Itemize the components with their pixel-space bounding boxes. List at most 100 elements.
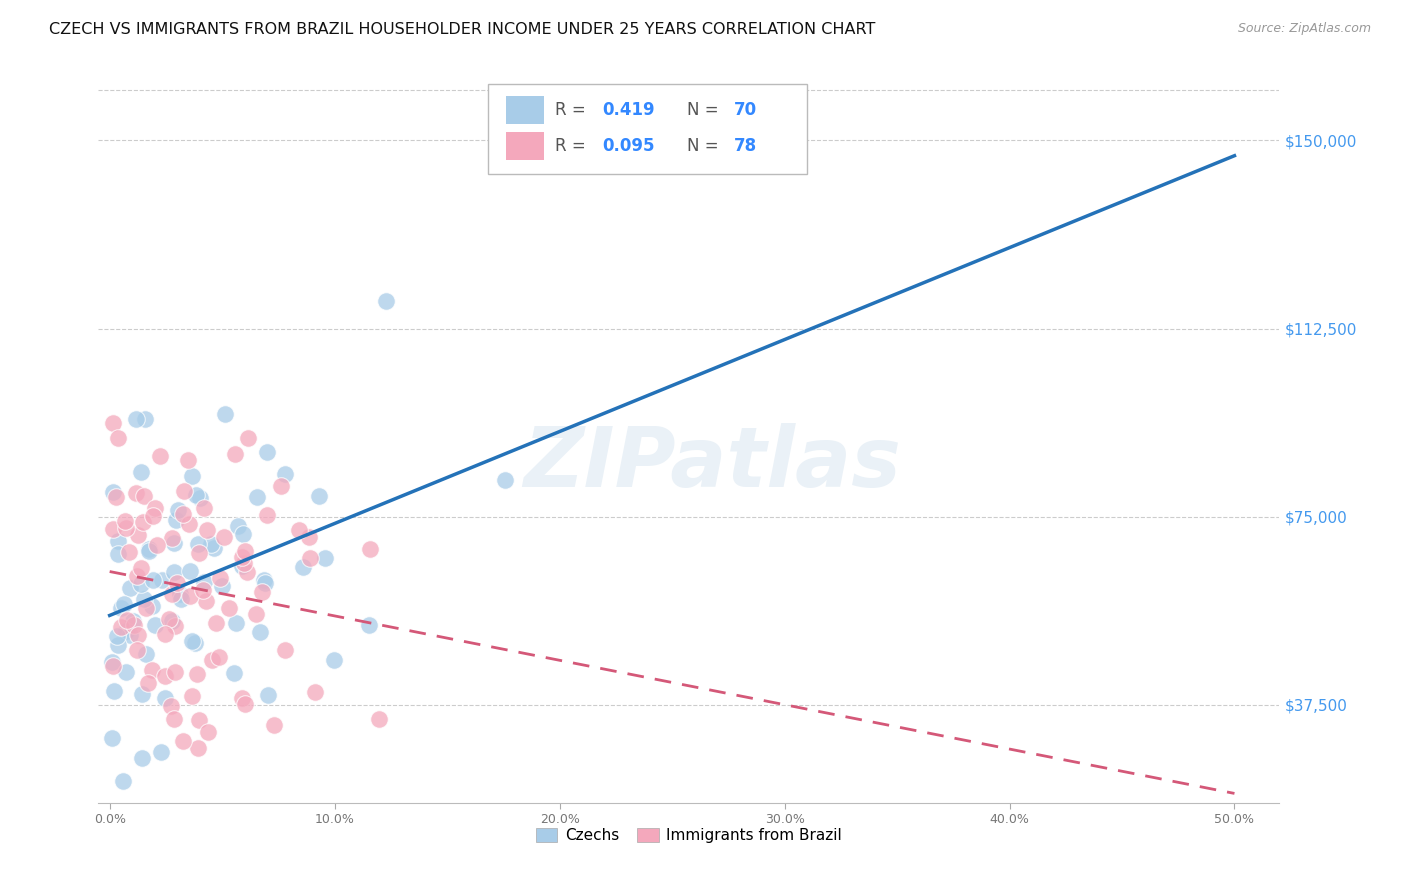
Point — [134, 591, 156, 606]
Point — [195, 523, 218, 537]
Point — [323, 652, 346, 666]
Point — [288, 523, 311, 537]
FancyBboxPatch shape — [506, 132, 544, 160]
Point — [233, 556, 256, 570]
Point — [131, 687, 153, 701]
Point — [143, 501, 166, 516]
Point — [167, 503, 190, 517]
Point — [107, 431, 129, 445]
Legend: Czechs, Immigrants from Brazil: Czechs, Immigrants from Brazil — [530, 822, 848, 849]
Point — [117, 613, 139, 627]
Point — [160, 531, 183, 545]
Point — [118, 545, 141, 559]
Point — [110, 620, 132, 634]
Point — [163, 665, 186, 680]
Point — [127, 528, 149, 542]
Point — [180, 469, 202, 483]
Text: 70: 70 — [734, 101, 756, 119]
Point — [231, 550, 253, 565]
Point — [225, 616, 247, 631]
Text: CZECH VS IMMIGRANTS FROM BRAZIL HOUSEHOLDER INCOME UNDER 25 YEARS CORRELATION CH: CZECH VS IMMIGRANTS FROM BRAZIL HOUSEHOL… — [49, 22, 876, 37]
Point — [160, 614, 183, 628]
Point — [222, 666, 245, 681]
Point — [246, 490, 269, 504]
Point — [187, 537, 209, 551]
Point — [134, 489, 156, 503]
Point — [236, 565, 259, 579]
Point — [218, 601, 240, 615]
Point — [115, 624, 138, 638]
Point — [233, 697, 256, 711]
Point — [249, 624, 271, 639]
Point — [134, 412, 156, 426]
Point — [245, 607, 267, 621]
Point — [214, 407, 236, 421]
Point — [103, 485, 125, 500]
Point — [170, 592, 193, 607]
Text: 0.419: 0.419 — [603, 101, 655, 119]
Point — [165, 618, 187, 632]
Point — [121, 614, 143, 628]
Point — [101, 416, 124, 430]
Point — [202, 541, 225, 556]
Point — [136, 676, 159, 690]
Point — [494, 473, 516, 487]
Point — [138, 544, 160, 558]
Point — [238, 432, 260, 446]
Point — [232, 527, 254, 541]
Point — [169, 587, 191, 601]
Point — [209, 571, 232, 585]
Point — [201, 653, 224, 667]
Point — [135, 601, 157, 615]
Point — [112, 773, 135, 788]
Point — [125, 485, 148, 500]
Point — [142, 509, 165, 524]
Point — [235, 543, 257, 558]
Point — [188, 491, 211, 506]
Point — [308, 489, 330, 503]
Point — [127, 569, 149, 583]
Point — [181, 634, 204, 648]
FancyBboxPatch shape — [506, 96, 544, 124]
Point — [125, 643, 148, 657]
Point — [252, 573, 274, 587]
Point — [112, 597, 135, 611]
Point — [101, 731, 124, 745]
Point — [103, 684, 125, 698]
Point — [367, 712, 389, 726]
Point — [374, 293, 396, 308]
Point — [253, 575, 276, 590]
Point — [135, 648, 157, 662]
Point — [114, 521, 136, 535]
Point — [359, 542, 381, 557]
Point — [101, 523, 124, 537]
Point — [165, 512, 187, 526]
Point — [141, 599, 163, 613]
Point — [193, 500, 215, 515]
Point — [208, 650, 231, 665]
Point — [118, 628, 141, 642]
Point — [359, 617, 381, 632]
Text: N =: N = — [686, 101, 718, 119]
Text: N =: N = — [686, 137, 718, 155]
Point — [101, 658, 124, 673]
Point — [186, 488, 208, 502]
Point — [127, 628, 149, 642]
FancyBboxPatch shape — [488, 84, 807, 174]
Point — [149, 745, 172, 759]
Point — [131, 751, 153, 765]
Point — [101, 655, 124, 669]
Point — [163, 536, 186, 550]
Point — [212, 530, 235, 544]
Point — [195, 594, 218, 608]
Point — [153, 626, 176, 640]
Text: 0.095: 0.095 — [603, 137, 655, 155]
Point — [125, 411, 148, 425]
Point — [257, 688, 280, 702]
Point — [129, 577, 152, 591]
Point — [153, 691, 176, 706]
Point — [148, 450, 170, 464]
Point — [188, 713, 211, 727]
Point — [146, 538, 169, 552]
Point — [179, 517, 201, 532]
